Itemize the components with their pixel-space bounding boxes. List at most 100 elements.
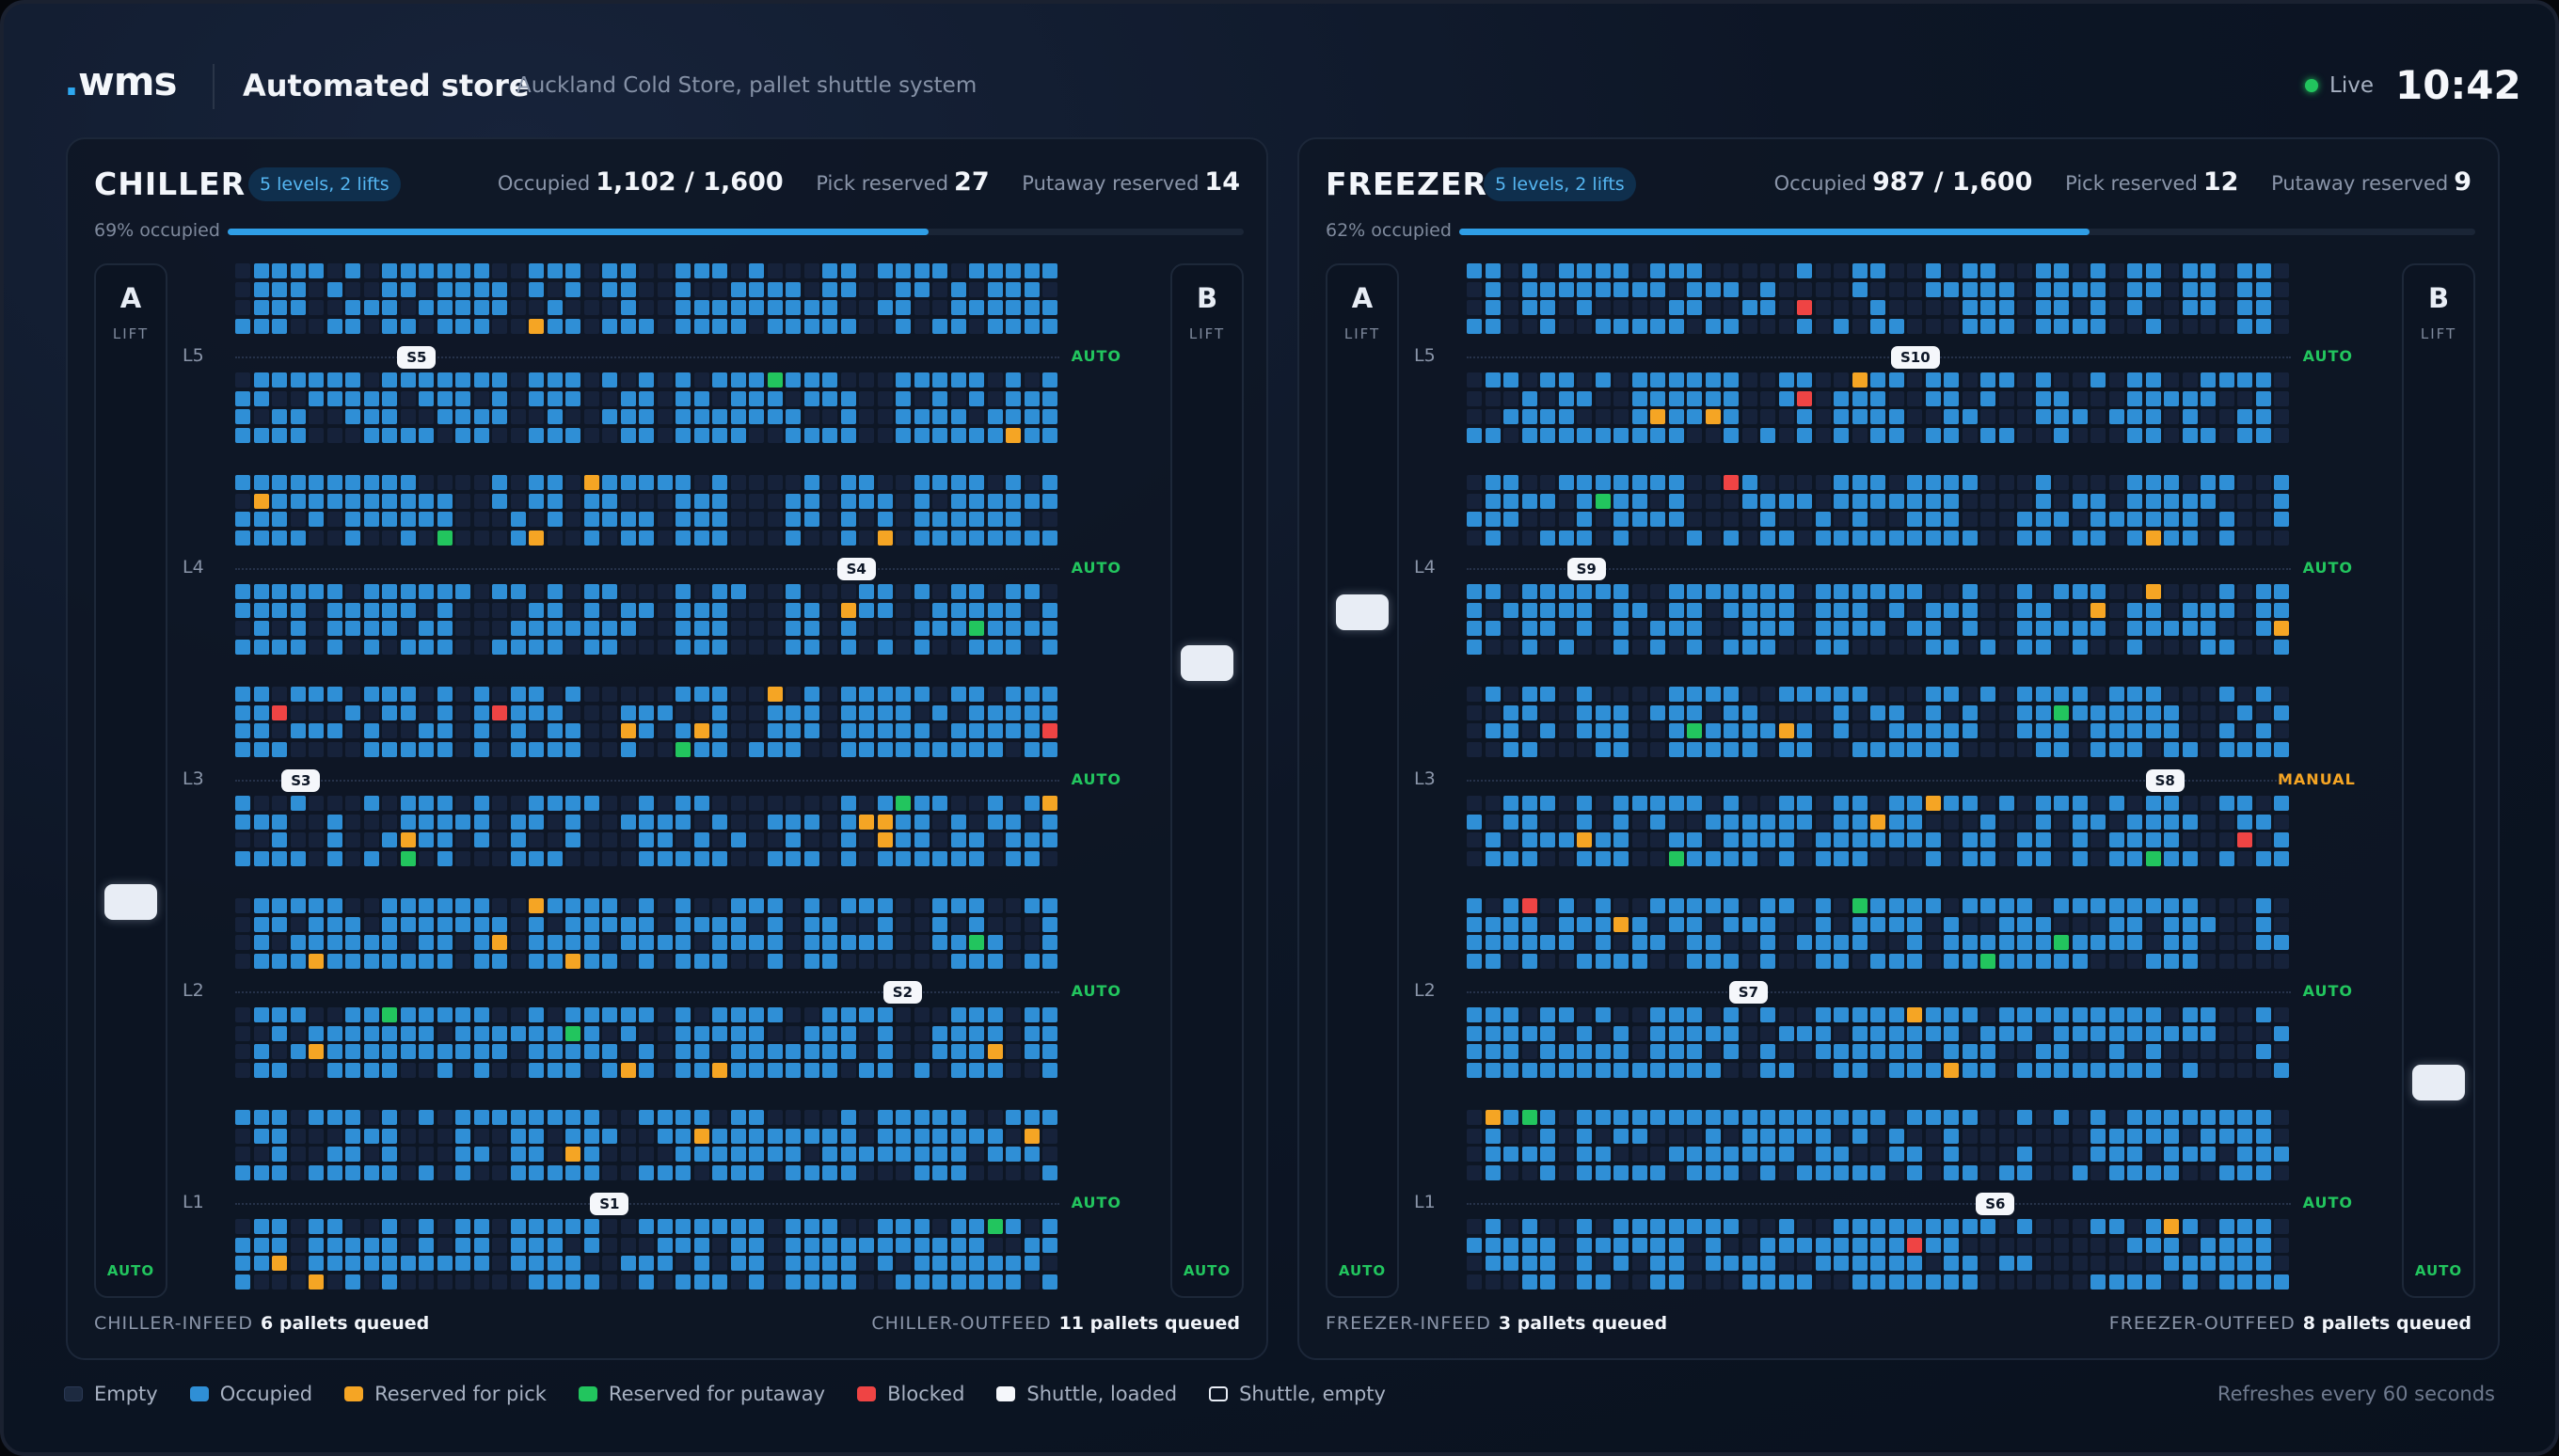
slot-occupied xyxy=(676,530,691,546)
lift-b[interactable]: B LIFT AUTO xyxy=(1170,263,1244,1298)
legend-swatch-icon xyxy=(996,1386,1016,1401)
slot-occupied xyxy=(272,1007,287,1022)
slot-occupied xyxy=(1980,372,1995,388)
slot-occupied xyxy=(1925,372,1941,388)
slot-occupied xyxy=(1577,300,1592,315)
slot-occupied xyxy=(473,1237,489,1253)
slot-occupied xyxy=(932,409,947,424)
slot-occupied xyxy=(2127,1274,2142,1290)
slot-occupied xyxy=(2127,390,2142,406)
slot-occupied xyxy=(896,1274,911,1290)
slot-occupied xyxy=(400,814,416,830)
lift-b[interactable]: B LIFT AUTO xyxy=(2402,263,2475,1298)
slot-empty xyxy=(1558,493,1574,509)
slot-empty xyxy=(2182,687,2198,702)
slot-occupied xyxy=(676,372,691,388)
slot-empty xyxy=(2237,1007,2252,1022)
slot-occupied xyxy=(437,687,453,702)
lift-carriage[interactable] xyxy=(104,884,157,921)
slot-occupied xyxy=(2035,723,2051,738)
slot-occupied xyxy=(1962,935,1978,950)
slot-empty xyxy=(896,530,911,546)
slot-occupied xyxy=(510,1128,526,1144)
slot-empty xyxy=(1558,621,1574,636)
lift-carriage[interactable] xyxy=(1336,594,1389,631)
slot-occupied xyxy=(767,953,783,969)
slot-occupied xyxy=(676,1237,691,1253)
slot-occupied xyxy=(437,723,453,738)
slot-occupied xyxy=(547,1256,563,1271)
shuttle[interactable]: S4 xyxy=(836,558,876,580)
slot-empty xyxy=(803,1007,819,1022)
shuttle[interactable]: S6 xyxy=(1976,1193,2015,1215)
shuttle[interactable]: S8 xyxy=(2145,769,2185,792)
slot-occupied xyxy=(235,1256,250,1271)
slot-empty xyxy=(2255,796,2271,811)
slot-reserved-putaway xyxy=(969,621,984,636)
shuttle[interactable]: S2 xyxy=(882,981,923,1004)
shuttle[interactable]: S7 xyxy=(1728,981,1769,1004)
shuttle[interactable]: S10 xyxy=(1891,346,1940,369)
slot-occupied xyxy=(712,1274,727,1290)
slot-occupied xyxy=(786,372,801,388)
slot-occupied xyxy=(896,300,911,315)
slot-occupied xyxy=(1668,1007,1684,1022)
slot-empty xyxy=(510,898,526,913)
slot-empty xyxy=(950,796,966,811)
lift-a[interactable]: A LIFT AUTO xyxy=(1326,263,1399,1298)
slot-occupied xyxy=(455,1147,470,1162)
slot-occupied xyxy=(969,704,984,720)
slot-occupied xyxy=(1503,796,1518,811)
slot-occupied xyxy=(235,814,250,830)
slot-occupied xyxy=(950,409,966,424)
slot-occupied xyxy=(1540,1128,1555,1144)
slot-occupied xyxy=(1595,372,1611,388)
slot-occupied xyxy=(565,621,580,636)
slot-occupied xyxy=(786,1128,801,1144)
slot-occupied xyxy=(309,263,324,278)
slot-occupied xyxy=(896,1147,911,1162)
slot-occupied xyxy=(2127,1164,2142,1180)
slot-occupied xyxy=(1540,493,1555,509)
slot-empty xyxy=(896,621,911,636)
slot-reserved-putaway xyxy=(1595,493,1611,509)
slot-occupied xyxy=(859,1147,874,1162)
slot-occupied xyxy=(1944,1044,1959,1059)
slot-empty xyxy=(2108,475,2124,490)
slot-occupied xyxy=(1797,1025,1812,1041)
slot-empty xyxy=(1577,639,1592,655)
slot-occupied xyxy=(2145,409,2161,424)
lift-carriage[interactable] xyxy=(2412,1064,2465,1100)
lift-carriage[interactable] xyxy=(1181,644,1233,681)
slot-empty xyxy=(419,1274,434,1290)
slot-empty xyxy=(583,704,599,720)
slot-occupied xyxy=(1595,1062,1611,1078)
shuttle[interactable]: S1 xyxy=(590,1193,629,1215)
slot-occupied xyxy=(1760,427,1775,443)
slot-occupied xyxy=(1980,1025,1995,1041)
occupancy-bar xyxy=(228,229,1244,235)
slot-empty xyxy=(693,898,709,913)
slot-occupied xyxy=(510,832,526,847)
lift-a[interactable]: A LIFT AUTO xyxy=(94,263,167,1298)
slot-occupied xyxy=(896,390,911,406)
slot-empty xyxy=(712,796,727,811)
slot-occupied xyxy=(2182,916,2198,932)
slot-empty xyxy=(822,602,837,618)
slot-occupied xyxy=(1540,281,1555,297)
slot-empty xyxy=(1024,1164,1040,1180)
slot-occupied xyxy=(1006,390,1021,406)
shuttle[interactable]: S3 xyxy=(281,769,321,792)
shuttle[interactable]: S9 xyxy=(1566,558,1606,580)
shuttle[interactable]: S5 xyxy=(397,346,437,369)
slot-occupied xyxy=(565,372,580,388)
slot-occupied xyxy=(363,621,379,636)
slot-empty xyxy=(2201,953,2216,969)
slot-occupied xyxy=(2255,723,2271,738)
slot-occupied xyxy=(1907,1110,1922,1125)
slot-empty xyxy=(2201,409,2216,424)
slot-occupied xyxy=(1760,512,1775,527)
slot-occupied xyxy=(1595,584,1611,599)
slot-occupied xyxy=(1650,390,1665,406)
slot-occupied xyxy=(1668,1044,1684,1059)
